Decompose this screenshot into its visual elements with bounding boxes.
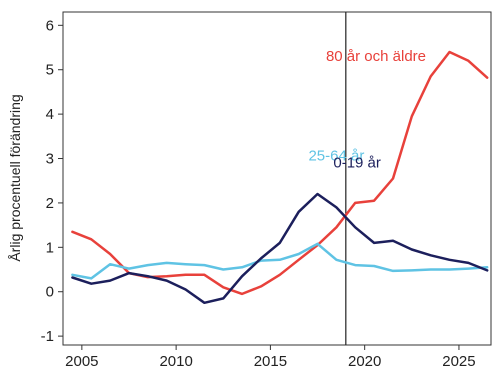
y-tick-label: 2: [46, 195, 54, 212]
series-label-2: 0-19 år: [333, 154, 381, 171]
axes-layer: -1 0 1 2 3 4 5 6 2005 2010 2015 2020 2025: [41, 17, 476, 370]
series-line-0: [71, 50, 489, 296]
y-tick-label: 3: [46, 151, 54, 168]
y-tick-label: 5: [46, 62, 54, 79]
series-label-layer: 80 år och äldre 25-64 år0-19 år: [308, 48, 426, 172]
y-tick-label: 6: [46, 17, 54, 34]
plot-frame: [62, 11, 492, 346]
x-tick-label: 2005: [65, 353, 98, 370]
series-line-2: [71, 192, 489, 305]
x-tick-label: 2020: [348, 353, 381, 370]
series-line-1: [71, 242, 489, 280]
x-tick-label: 2010: [159, 353, 192, 370]
y-axis-title: Årlig procentuell förändring: [7, 94, 23, 261]
y-tick-label: 0: [46, 284, 54, 301]
series-label-1: 25-64 år: [308, 148, 364, 165]
y-tick-label: 1: [46, 239, 54, 256]
series-layer: [71, 50, 489, 305]
series-label-0: 80 år och äldre: [326, 48, 426, 65]
y-tick-label: 4: [46, 106, 54, 123]
x-tick-label: 2015: [254, 353, 287, 370]
y-tick-label: -1: [41, 328, 54, 345]
x-tick-label: 2025: [442, 353, 475, 370]
